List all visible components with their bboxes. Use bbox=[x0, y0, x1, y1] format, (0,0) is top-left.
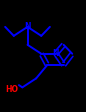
Text: N: N bbox=[24, 22, 31, 31]
Text: N: N bbox=[53, 49, 59, 58]
Text: HO: HO bbox=[6, 85, 19, 94]
